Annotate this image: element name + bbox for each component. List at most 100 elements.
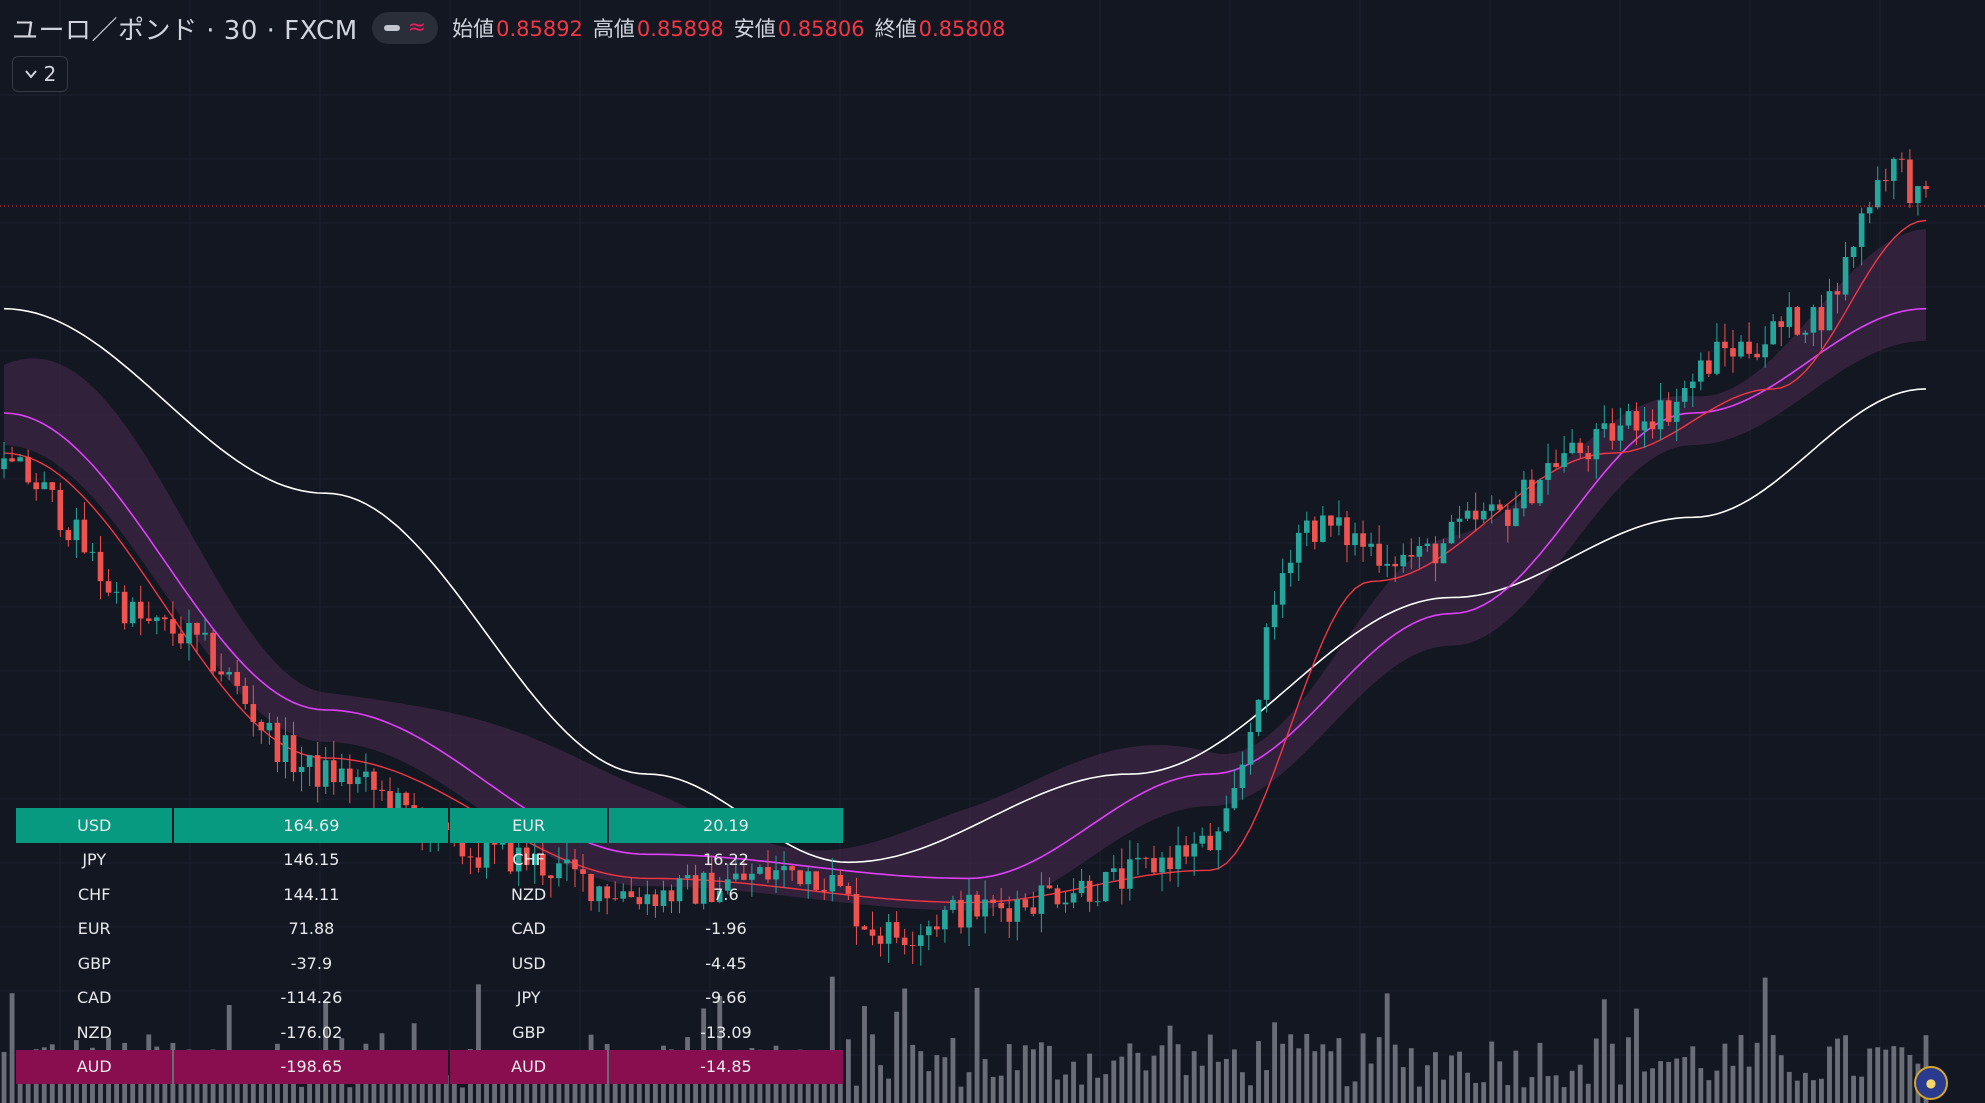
candle-body <box>1030 907 1037 914</box>
candle <box>1754 343 1760 361</box>
candle <box>1303 511 1310 547</box>
strength-value-right: -9.66 <box>705 988 747 1008</box>
candle-body <box>1681 388 1688 402</box>
candle <box>1561 435 1567 473</box>
strength-value-right: -4.45 <box>705 953 747 973</box>
volume-bar <box>1006 1044 1012 1103</box>
candle-body <box>129 601 136 624</box>
candle <box>346 754 353 804</box>
volume-bar <box>870 1034 875 1103</box>
strength-currency-left: USD <box>16 808 173 843</box>
strength-currency-left: CHF <box>78 884 111 904</box>
candle-body <box>901 937 908 946</box>
candle-body <box>893 922 900 938</box>
candle <box>129 597 136 627</box>
candle-body <box>934 926 940 930</box>
symbol-title[interactable]: ユーロ／ポンド · 30 · FXCM <box>12 15 358 46</box>
volume-bar <box>82 1081 87 1103</box>
candle-body <box>282 735 289 762</box>
candle-body <box>194 622 200 635</box>
candle-body <box>226 672 233 675</box>
candle-body <box>162 617 168 620</box>
candle-body <box>531 854 538 865</box>
candle-body <box>1344 517 1350 546</box>
volume-bar <box>1650 1068 1655 1103</box>
candle-body <box>652 894 659 906</box>
candle <box>1657 382 1664 441</box>
strength-currency-right: EUR <box>450 808 607 843</box>
candle <box>73 507 80 558</box>
volume-bar <box>1055 1079 1060 1103</box>
candle <box>1577 438 1584 458</box>
candle <box>676 874 683 914</box>
candle-body <box>234 672 241 686</box>
strength-value-left: -198.65 <box>174 1049 449 1084</box>
candle-body <box>1 458 7 470</box>
volume-bar <box>1875 1047 1881 1103</box>
candle <box>893 911 900 944</box>
candle <box>1014 890 1021 941</box>
candle-body <box>17 457 23 462</box>
candle-body <box>732 873 739 880</box>
candle <box>1255 699 1262 737</box>
strength-value-left: -37.9 <box>290 953 333 973</box>
volume-bar <box>1827 1046 1832 1103</box>
candle-body <box>676 878 683 902</box>
candle-body <box>1456 518 1463 522</box>
candle-body <box>1617 425 1624 441</box>
wave-icon[interactable]: ≈ <box>407 15 427 40</box>
candle-body <box>1537 479 1543 504</box>
candle <box>974 890 980 920</box>
candle-body <box>314 755 321 787</box>
indicator-collapse-button[interactable]: 2 <box>12 56 68 92</box>
candle-body <box>65 530 72 541</box>
candle <box>732 855 739 882</box>
candle <box>1070 878 1077 909</box>
candle-body <box>813 871 820 890</box>
volume-bar <box>9 993 15 1103</box>
candle <box>1617 407 1624 451</box>
candle-body <box>644 894 651 905</box>
volume-bar <box>1819 1078 1824 1103</box>
volume-bar <box>894 1011 900 1103</box>
candle <box>572 848 578 888</box>
candle <box>1376 525 1382 573</box>
volume-bar <box>1256 1041 1261 1103</box>
sma-long-line <box>3 307 1927 864</box>
volume-bar <box>902 988 908 1103</box>
candle <box>1223 795 1230 833</box>
candle <box>258 719 265 744</box>
candle <box>1915 185 1921 216</box>
volume-bar <box>580 1081 586 1103</box>
candlesticks <box>1 149 1929 966</box>
candle <box>652 889 659 918</box>
globe-icon[interactable]: ● <box>1914 1066 1948 1100</box>
volume-bar <box>1690 1046 1696 1103</box>
candle-body <box>917 935 924 946</box>
volume-bar <box>500 1074 506 1103</box>
candle <box>596 885 602 913</box>
volume-bar <box>958 1086 964 1103</box>
volume-bar <box>1288 1034 1294 1103</box>
candle-body <box>1754 353 1760 358</box>
candle-body <box>379 789 385 792</box>
candle-body <box>1151 858 1157 873</box>
volume-bar <box>966 1072 972 1103</box>
candle <box>1263 623 1270 713</box>
candle-body <box>1577 442 1584 454</box>
candle <box>1416 537 1423 569</box>
hide-icon[interactable] <box>383 25 400 31</box>
chart-style-toggle[interactable]: ≈ <box>371 12 439 44</box>
volume-bar <box>1738 1035 1744 1103</box>
strength-row: NZD -176.02 GBP -13.09 <box>16 1015 843 1050</box>
volume-bar <box>1585 1083 1591 1103</box>
candle-body <box>1320 515 1326 542</box>
candle-body <box>355 777 361 785</box>
candle <box>1094 883 1101 907</box>
candle-body <box>596 886 602 902</box>
candle-body <box>1899 158 1905 160</box>
strength-currency-left: NZD <box>76 1022 112 1042</box>
candle-body <box>25 457 31 483</box>
candle-body <box>242 685 249 705</box>
